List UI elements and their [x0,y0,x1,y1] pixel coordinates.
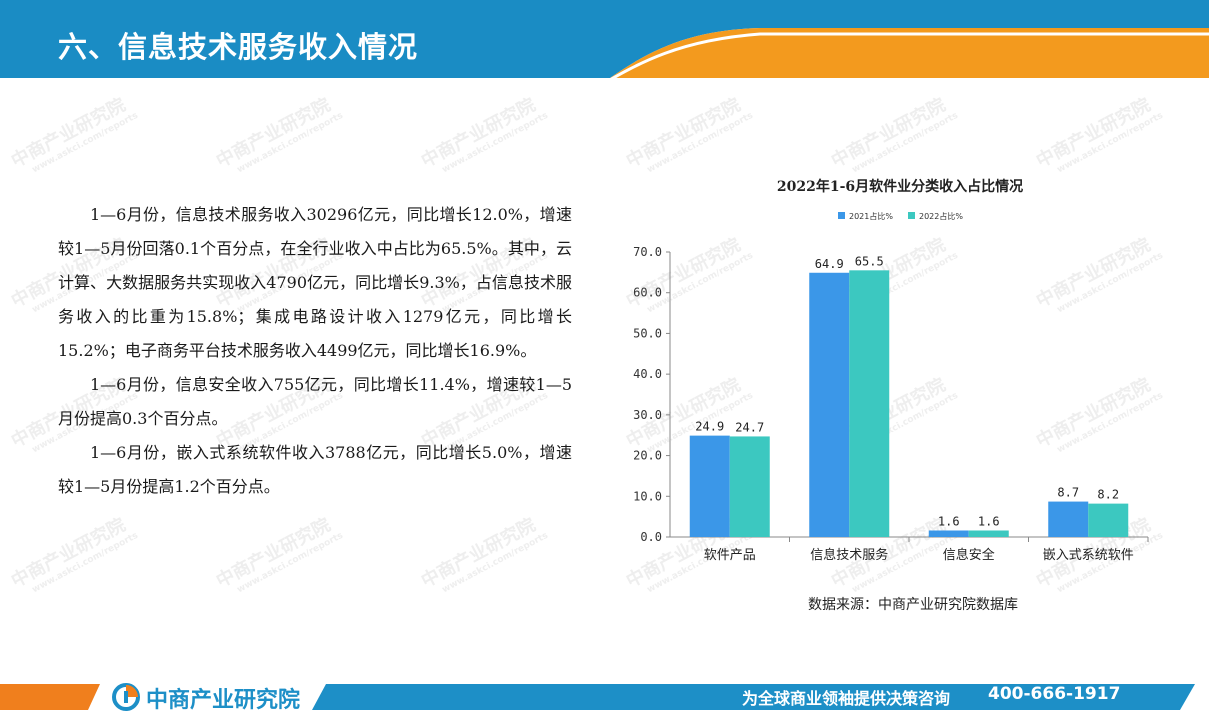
bar-2022 [968,530,1009,537]
legend-swatch [908,212,915,219]
header-blue-band [0,0,1209,78]
chart-title: 2022年1-6月软件业分类收入占比情况 [776,179,1024,195]
legend-label: 2022占比% [919,211,963,221]
y-tick-label: 70.0 [633,245,662,259]
footer-brand-name: 中商产业研究院 [146,688,301,713]
footer-blue-band [312,684,1195,710]
footer-banner: 中商产业研究院 为全球商业领袖提供决策咨询 400-666-1917 [0,676,1209,718]
bar-2021 [928,530,969,537]
legend-swatch [838,212,845,219]
y-tick-label: 60.0 [633,286,662,300]
bar-2022 [729,436,770,537]
data-label: 8.2 [1097,488,1119,502]
y-tick-label: 0.0 [640,530,662,544]
y-tick-label: 50.0 [633,326,662,340]
header-banner: 六、信息技术服务收入情况 [0,0,1209,90]
brand-logo-icon [112,683,140,711]
x-tick-label: 软件产品 [704,548,756,563]
header-orange-band [610,28,1209,78]
paragraph-it-services: 1—6月份，信息技术服务收入30296亿元，同比增长12.0%，增速较1—5月份… [58,205,572,360]
paragraph-embedded-software: 1—6月份，嵌入式系统软件收入3788亿元，同比增长5.0%，增速较1—5月份提… [58,443,572,496]
paragraph-info-security: 1—6月份，信息安全收入755亿元，同比增长11.4%，增速较1—5月份提高0.… [58,375,572,428]
header-background [0,0,1209,90]
y-tick-label: 40.0 [633,367,662,381]
data-label: 24.7 [735,420,764,434]
y-tick-label: 20.0 [633,449,662,463]
footer-slogan: 为全球商业领袖提供决策咨询 [742,689,951,708]
bar-2021 [1048,501,1089,537]
footer-orange-tab [0,684,100,710]
legend-label: 2021占比% [849,211,893,221]
bar-2022 [849,270,890,537]
data-label: 64.9 [815,257,844,271]
body-text: 1—6月份，信息技术服务收入30296亿元，同比增长12.0%，增速较1—5月份… [58,198,572,504]
data-label: 65.5 [855,254,884,268]
x-tick-label: 嵌入式系统软件 [1043,548,1134,563]
footer-background [0,684,1195,710]
x-tick-label: 信息技术服务 [810,547,888,563]
page-title: 六、信息技术服务收入情况 [58,30,419,64]
data-label: 8.7 [1057,486,1079,500]
data-label: 1.6 [978,514,1000,528]
bar-2021 [689,435,730,537]
y-tick-label: 10.0 [633,489,662,503]
data-source: 数据来源：中商产业研究院数据库 [808,597,1018,613]
data-label: 1.6 [938,514,960,528]
bar-2021 [809,272,850,537]
x-tick-label: 信息安全 [943,547,995,563]
bar-2022 [1088,503,1129,537]
y-tick-label: 30.0 [633,408,662,422]
header-white-swoosh [595,32,1209,90]
footer-phone: 400-666-1917 [988,684,1121,704]
data-label: 24.9 [695,420,724,434]
